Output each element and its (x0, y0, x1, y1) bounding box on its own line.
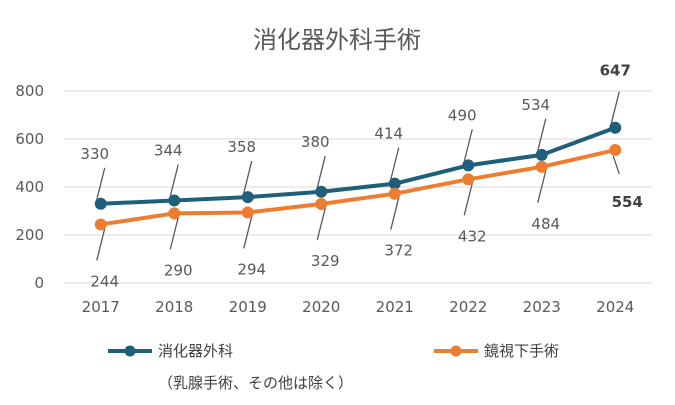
x-tick-label: 2020 (302, 298, 340, 316)
data-label: 294 (237, 260, 266, 278)
data-point (315, 185, 328, 198)
leader-line (243, 160, 253, 194)
leader-line (390, 147, 400, 180)
data-label: 329 (311, 252, 340, 270)
data-label: 372 (384, 242, 413, 260)
data-label: 380 (301, 133, 330, 151)
leader-line (390, 197, 400, 230)
data-label: 414 (374, 125, 403, 143)
leader-line (610, 91, 620, 124)
data-point (609, 144, 622, 157)
data-point (168, 194, 181, 207)
data-point (462, 173, 475, 186)
data-point (168, 207, 181, 220)
data-label: 344 (154, 141, 183, 159)
data-label: 330 (80, 145, 109, 163)
series-layer (94, 121, 622, 231)
axis-labels: 0 200 400 600 800 2017 2018 2019 2020 2021 2022 202… (15, 82, 634, 316)
data-label: 647 (600, 62, 631, 80)
data-label: 244 (90, 272, 119, 290)
data-label: 358 (227, 138, 256, 156)
leader-line (316, 155, 326, 188)
leader-lines (96, 91, 620, 261)
data-point (241, 206, 254, 219)
data-point (535, 160, 548, 173)
leader-line (243, 216, 253, 249)
x-tick-label: 2022 (449, 298, 487, 316)
leader-line (96, 228, 106, 261)
data-label: 534 (521, 96, 550, 114)
data-labels: 330 344 358 380 414 490 534 647 244 290 294 329 372 4… (80, 62, 642, 291)
data-point (388, 187, 401, 200)
y-tick-label: 400 (15, 178, 44, 196)
data-label: 554 (612, 193, 643, 211)
data-label: 432 (458, 227, 487, 245)
series-line-2 (100, 148, 616, 227)
x-tick-label: 2023 (523, 298, 561, 316)
leader-line (316, 207, 326, 241)
leader-line (537, 170, 547, 203)
y-tick-label: 0 (34, 274, 44, 292)
data-point (535, 148, 548, 161)
y-tick-label: 200 (15, 226, 44, 244)
legend-note: （乳腺手術、その他は除く） (158, 374, 353, 392)
data-point (94, 218, 107, 231)
leader-line (612, 155, 620, 175)
x-tick-label: 2019 (229, 298, 267, 316)
x-tick-label: 2018 (155, 298, 193, 316)
data-label: 490 (448, 106, 477, 124)
leader-line (537, 118, 547, 151)
legend-swatch-marker (450, 345, 462, 357)
data-point (315, 198, 328, 211)
data-point (462, 159, 475, 172)
leader-line (96, 167, 106, 200)
leader-line (169, 217, 179, 250)
y-tick-label: 600 (15, 130, 44, 148)
legend: 消化器外科 （乳腺手術、その他は除く） 鏡視下手術 (108, 342, 559, 392)
chart-title: 消化器外科手術 (253, 26, 421, 54)
legend-entry: 鏡視下手術 (484, 342, 559, 360)
data-point (388, 177, 401, 190)
data-point (609, 121, 622, 134)
data-point (94, 197, 107, 210)
leader-line (169, 164, 179, 197)
leader-line (463, 183, 473, 216)
legend-swatch-marker (124, 345, 136, 357)
legend-entry: 消化器外科 (158, 342, 233, 360)
data-label: 484 (531, 215, 560, 233)
x-tick-label: 2017 (82, 298, 120, 316)
x-tick-label: 2024 (596, 298, 634, 316)
series-line-1 (100, 125, 616, 206)
leader-line (463, 129, 473, 162)
y-tick-label: 800 (15, 82, 44, 100)
data-label: 290 (164, 261, 193, 279)
x-tick-label: 2021 (376, 298, 414, 316)
data-point (241, 191, 254, 204)
